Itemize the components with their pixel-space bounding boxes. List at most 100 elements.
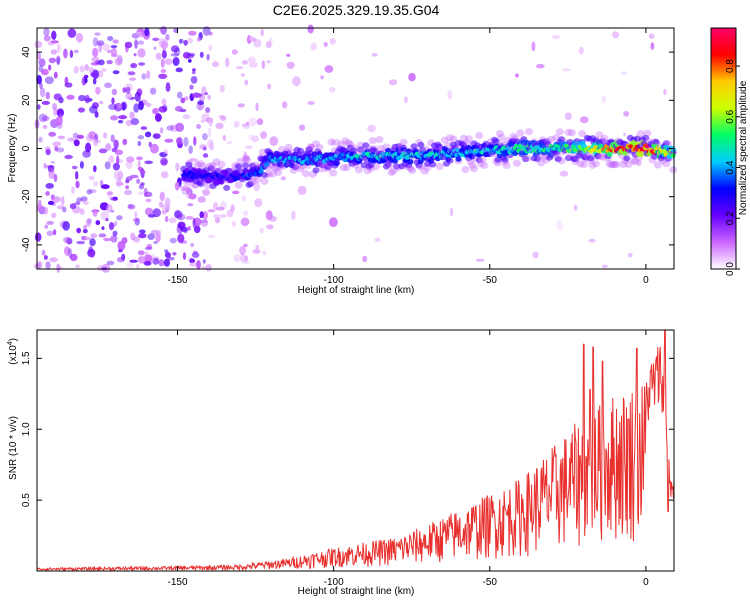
spectrogram-x-label: Height of straight line (km) (298, 285, 415, 296)
spectrogram-cell (188, 257, 193, 264)
spectrogram-ridge-cell (291, 164, 299, 171)
spectrogram-cell (299, 124, 306, 131)
spectrogram-cell (75, 264, 80, 269)
spectrogram-cell (177, 233, 185, 243)
spectrogram-cell (601, 95, 606, 104)
spectrogram-ridge-cell (214, 167, 222, 175)
spectrogram-cell (76, 134, 85, 139)
svg-text:(x104): (x104) (7, 338, 19, 365)
spectrogram-cell (232, 190, 240, 195)
spectrogram-ridge-cell (476, 160, 485, 168)
spectrogram-cell (100, 211, 109, 221)
spectrogram-cell (108, 222, 115, 231)
y-tick-label: 0 (21, 145, 32, 151)
spectrogram-ridge-cell (670, 153, 676, 158)
spectrogram-ridge-cell (455, 156, 462, 162)
spectrogram-cell (61, 195, 65, 206)
spectrogram-cell (179, 38, 185, 44)
spectrogram-cell (140, 126, 148, 130)
spectrogram-cell (41, 249, 46, 256)
spectrogram-cell (137, 140, 142, 147)
spectrogram-cell (200, 119, 205, 124)
spectrogram-cell (110, 134, 115, 143)
spectrogram-cell (145, 102, 152, 108)
spectrogram-cell (450, 207, 454, 217)
spectrogram-cell (83, 74, 89, 79)
spectrogram-cell (367, 125, 376, 133)
spectrogram-ridge-cell (609, 161, 618, 169)
spectrogram-ridge-cell (653, 161, 662, 169)
spectrogram-ridge-cell (587, 155, 595, 162)
colorbar-gradient (711, 28, 736, 269)
spectrogram-cell (44, 224, 49, 229)
spectrogram-cell (113, 102, 123, 112)
spectrogram-cell (192, 218, 196, 228)
spectrogram-cell (627, 252, 633, 258)
spectrogram-cell (137, 135, 145, 140)
spectrogram-cell (101, 226, 105, 231)
spectrogram-cell (83, 224, 87, 230)
spectrogram-cell (192, 68, 196, 72)
spectrogram-cell (206, 53, 210, 61)
spectrogram-cell (69, 49, 74, 59)
spectrogram-cell (144, 207, 153, 216)
spectrogram-ridge-cell (670, 146, 677, 153)
spectrogram-cell (40, 87, 46, 98)
spectrogram-cell (176, 137, 183, 145)
spectrogram-ridge-cell (296, 165, 305, 173)
spectrogram-cell (143, 187, 148, 198)
spectrogram-cell (165, 82, 171, 93)
spectrogram-cell (182, 114, 191, 120)
spectrogram-cell (564, 112, 572, 121)
spectrogram-cell (100, 184, 110, 190)
spectrogram-cell (231, 49, 238, 55)
spectrogram-cell (265, 210, 273, 221)
spectrogram-ridge-cell (354, 166, 363, 174)
spectrogram-cell (103, 237, 112, 242)
spectrogram-cell (92, 37, 99, 47)
snr-plot-area (37, 330, 674, 571)
spectrogram-cell (202, 190, 210, 197)
spectrogram-ridge-cell (623, 155, 631, 162)
spectrogram-cell (240, 253, 246, 263)
spectrogram-cell (73, 139, 80, 147)
spectrogram-ridge-cell (624, 160, 633, 168)
spectrogram-ridge-cell (362, 142, 370, 149)
spectrogram-cell (48, 131, 57, 137)
spectrogram-ridge-cell (375, 136, 384, 144)
spectrogram-cell (562, 68, 571, 72)
spectrogram-y-label: Frequency (Hz) (7, 114, 18, 183)
spectrogram-ridge-cell (497, 133, 506, 141)
spectrogram-cell (45, 191, 50, 196)
spectrogram-ridge-cell (591, 160, 600, 168)
spectrogram-cell (231, 221, 236, 227)
spectrogram-cell (204, 92, 208, 96)
spectrogram-cell (64, 154, 73, 160)
spectrogram-cell (663, 88, 667, 96)
spectrogram-cell (50, 49, 58, 55)
spectrogram-ridge-cell (253, 175, 262, 183)
colorbar-ticks: 0.0 0.2 0.4 0.6 0.8 (725, 59, 740, 276)
spectrogram-cell (252, 249, 261, 254)
spectrogram-ridge-cell (389, 167, 398, 175)
spectrogram-cell (112, 230, 118, 237)
spectrogram-cell (130, 63, 138, 69)
spectrogram-cell (612, 31, 620, 39)
spectrogram-cell (95, 60, 101, 65)
spectrogram-cell (193, 136, 197, 146)
spectrogram-cell (475, 258, 485, 262)
spectrogram-cell (138, 62, 146, 66)
x-tick-label: -50 (483, 275, 498, 286)
spectrogram-cell (133, 103, 140, 113)
spectrogram-cell (191, 70, 196, 75)
spectrogram-cell (134, 91, 141, 102)
spectrogram-ridge-cell (236, 157, 245, 166)
spectrogram-cell (36, 52, 41, 60)
spectrogram-cell (307, 101, 315, 105)
spectrogram-ridge-cell (435, 162, 444, 171)
spectrogram-cell (165, 34, 170, 41)
spectrogram-cell (202, 26, 211, 36)
spectrogram-cell (37, 203, 43, 212)
spectrogram-cell (242, 210, 249, 216)
spectrogram-cell (243, 151, 247, 160)
